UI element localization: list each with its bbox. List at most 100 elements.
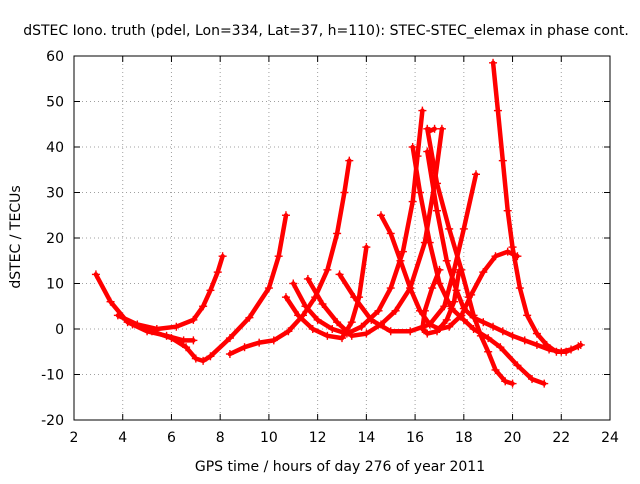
x-tick-label: 20 xyxy=(504,430,522,446)
data-point xyxy=(206,286,215,295)
data-point xyxy=(362,243,371,252)
data-point xyxy=(503,206,512,215)
data-point xyxy=(199,302,208,311)
x-tick-label: 2 xyxy=(70,430,79,446)
data-point xyxy=(386,229,395,238)
data-point xyxy=(489,58,498,67)
data-point xyxy=(430,124,439,133)
data-point xyxy=(496,343,505,352)
x-tick-label: 18 xyxy=(455,430,473,446)
data-point xyxy=(442,315,451,324)
data-point xyxy=(423,329,432,338)
data-point xyxy=(428,284,437,293)
series-line xyxy=(305,126,445,339)
series-line xyxy=(490,60,581,355)
data-point xyxy=(423,124,432,133)
data-point xyxy=(281,293,290,302)
data-point xyxy=(264,284,273,293)
data-point xyxy=(425,238,434,247)
data-point xyxy=(552,347,561,356)
data-point xyxy=(147,327,156,336)
data-point xyxy=(574,342,583,351)
data-point xyxy=(172,322,181,331)
series-line xyxy=(410,144,547,386)
data-point xyxy=(367,315,376,324)
y-tick-label: 30 xyxy=(46,186,64,202)
data-point xyxy=(562,347,571,356)
data-point xyxy=(532,340,541,349)
y-tick-labels: -20 -10 0 10 20 30 40 50 60 xyxy=(41,49,64,429)
data-point xyxy=(479,268,488,277)
data-point xyxy=(435,279,444,288)
data-point xyxy=(433,206,442,215)
data-point xyxy=(523,311,532,320)
data-point xyxy=(406,284,415,293)
plot-frame xyxy=(73,55,611,421)
data-point xyxy=(128,320,137,329)
data-point xyxy=(484,334,493,343)
data-point xyxy=(440,302,449,311)
data-point xyxy=(513,361,522,370)
x-tick-labels: 2 4 6 8 10 12 14 16 18 20 22 24 xyxy=(70,430,619,446)
series-line xyxy=(227,158,352,357)
data-point xyxy=(520,336,529,345)
data-point xyxy=(345,156,354,165)
data-point xyxy=(340,188,349,197)
data-point xyxy=(167,334,176,343)
data-point xyxy=(418,106,427,115)
data-point xyxy=(357,322,366,331)
data-point xyxy=(318,299,327,308)
data-point xyxy=(308,325,317,333)
y-tick-label: 10 xyxy=(46,277,64,293)
data-point xyxy=(503,247,512,256)
data-point xyxy=(113,311,122,320)
data-point xyxy=(376,211,385,220)
data-point xyxy=(374,306,383,315)
data-point xyxy=(386,327,395,336)
data-point xyxy=(433,327,442,336)
data-point xyxy=(218,252,227,261)
y-axis-label: dSTEC / TECUs xyxy=(8,185,24,288)
data-point xyxy=(498,156,507,165)
data-point xyxy=(408,143,417,151)
data-point xyxy=(501,377,510,386)
data-point xyxy=(391,306,400,315)
data-point xyxy=(323,331,332,340)
data-point xyxy=(225,350,234,359)
data-point xyxy=(213,268,222,277)
data-point xyxy=(445,224,454,233)
data-point xyxy=(484,347,493,356)
data-point xyxy=(206,352,215,361)
data-point xyxy=(472,170,480,179)
y-tick-label: 60 xyxy=(46,49,64,65)
data-point xyxy=(459,315,468,324)
series-3 xyxy=(128,211,290,365)
data-point xyxy=(269,336,278,345)
data-point xyxy=(491,252,500,261)
data-point xyxy=(274,252,283,261)
data-point xyxy=(347,318,356,327)
series-13 xyxy=(418,265,463,338)
data-point xyxy=(498,327,507,336)
data-point xyxy=(301,302,310,311)
data-point xyxy=(240,343,249,352)
data-point xyxy=(459,304,468,313)
y-tick-label: 40 xyxy=(46,140,64,156)
data-point xyxy=(350,293,359,302)
data-point xyxy=(489,322,498,331)
data-point xyxy=(91,270,100,279)
data-point xyxy=(491,365,500,374)
data-point xyxy=(450,297,459,306)
chart-title: dSTEC Iono. truth (pdel, Lon=334, Lat=37… xyxy=(23,23,629,39)
data-point xyxy=(433,179,442,188)
x-tick-label: 16 xyxy=(406,430,424,446)
data-point xyxy=(284,327,293,336)
data-point xyxy=(469,311,478,320)
data-point xyxy=(508,379,517,388)
data-point xyxy=(328,325,337,333)
data-point xyxy=(303,274,312,283)
data-point xyxy=(362,329,371,338)
y-tick-label: 0 xyxy=(55,322,64,338)
y-tick-label: -20 xyxy=(41,413,64,429)
